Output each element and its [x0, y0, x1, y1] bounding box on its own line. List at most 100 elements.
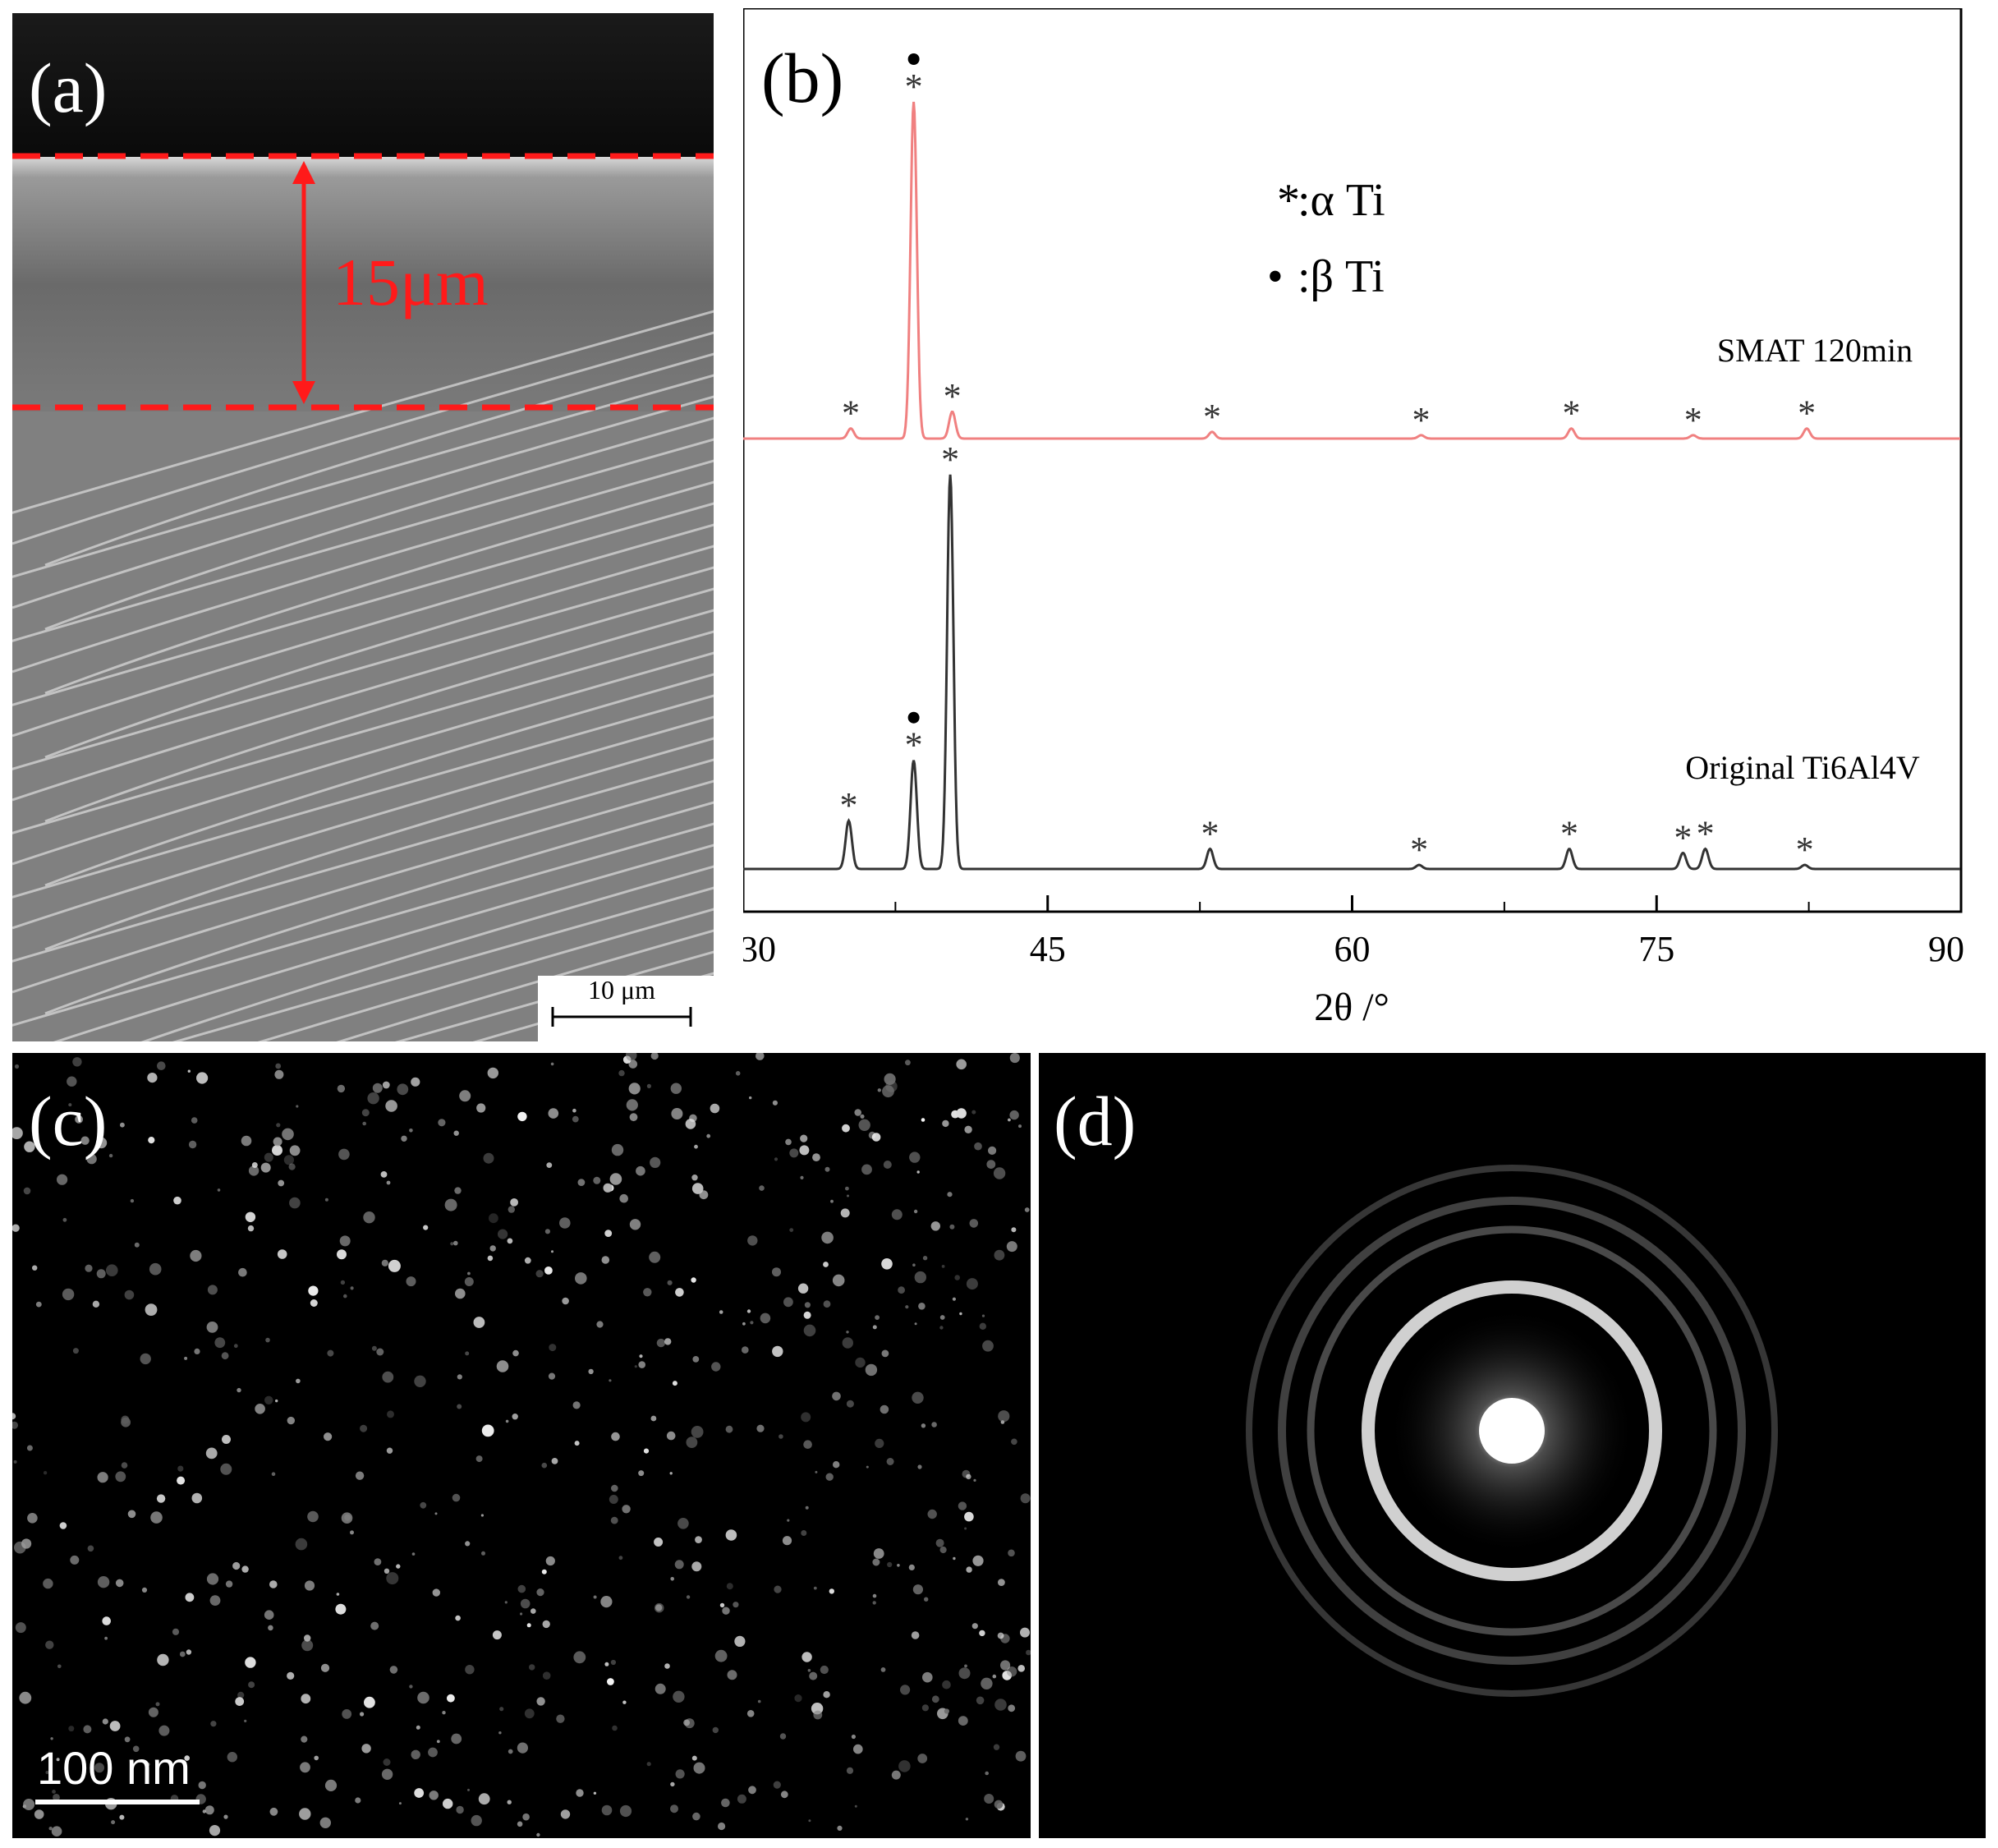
grain-speckle	[821, 1231, 834, 1244]
grain-speckle	[206, 1322, 218, 1333]
grain-speckle	[675, 1769, 685, 1779]
grain-speckle	[966, 1278, 978, 1290]
grain-speckle	[372, 1083, 383, 1093]
grain-speckle	[517, 1584, 526, 1593]
grain-speckle	[887, 1561, 893, 1568]
peak-marker-alpha: *	[905, 67, 923, 107]
grain-speckle	[994, 1800, 1004, 1809]
grain-speckle	[691, 1561, 702, 1572]
grain-speckle	[206, 1573, 219, 1585]
grain-speckle	[401, 1135, 407, 1142]
grain-speckle	[956, 1108, 967, 1119]
grain-speckle	[222, 1435, 231, 1444]
grain-speckle	[450, 1242, 454, 1246]
grain-speckle	[912, 1391, 924, 1404]
grain-speckle	[601, 1256, 610, 1264]
grain-speckle	[24, 1141, 35, 1152]
grain-speckle	[23, 1799, 35, 1810]
grain-speckle	[911, 1631, 920, 1639]
grain-speckle	[186, 1649, 192, 1655]
grain-speckle	[935, 1538, 944, 1547]
grain-speckle	[664, 1663, 670, 1669]
grain-speckle	[287, 1416, 295, 1425]
lamella-line	[12, 502, 714, 706]
grain-speckle	[671, 1108, 683, 1119]
grain-speckle	[115, 1579, 124, 1588]
grain-speckle	[846, 1331, 849, 1334]
grain-speckle	[675, 1288, 684, 1297]
lamella-line	[12, 566, 714, 770]
grain-speckle	[785, 1138, 792, 1146]
grain-speckle	[636, 1165, 645, 1176]
grain-speckle	[610, 1659, 617, 1666]
grain-speckle	[157, 1061, 166, 1070]
grain-speckle	[232, 1561, 241, 1570]
grain-speckle	[998, 1410, 1010, 1423]
grain-speckle	[973, 1478, 976, 1482]
lamella-line	[12, 310, 714, 514]
grain-speckle	[324, 1198, 328, 1202]
grain-speckle	[944, 1708, 949, 1714]
grain-speckle	[742, 1322, 746, 1326]
grain-speckle	[941, 1265, 945, 1268]
grain-speckle	[524, 1257, 531, 1264]
grain-speckle	[487, 1067, 498, 1079]
peak-marker-alpha: *	[941, 439, 959, 480]
grain-speckle	[794, 1694, 802, 1703]
peak-marker-alpha: *	[1560, 814, 1578, 854]
grain-speckle	[694, 1144, 698, 1149]
grain-speckle	[1020, 1627, 1030, 1638]
grain-speckle	[629, 1219, 641, 1230]
grain-speckle	[370, 1621, 379, 1630]
grain-speckle	[953, 1556, 956, 1561]
x-tick-label: 75	[1638, 929, 1674, 969]
grain-speckle	[453, 1240, 458, 1246]
grain-speckle	[670, 1804, 678, 1814]
grain-speckle	[177, 1476, 186, 1485]
grain-speckle	[19, 1691, 32, 1704]
lamella-line	[44, 416, 714, 631]
grain-speckle	[124, 1736, 131, 1743]
grain-speckle	[727, 1670, 737, 1680]
grain-speckle	[209, 1595, 221, 1606]
grain-speckle	[611, 1143, 624, 1156]
legend-beta-symbol: •	[1267, 251, 1284, 302]
grain-speckle	[48, 1827, 53, 1831]
grain-speckle	[45, 1640, 54, 1649]
grain-speckle	[150, 1511, 163, 1524]
grain-speckle	[593, 1595, 597, 1599]
grain-speckle	[388, 1259, 401, 1272]
grain-speckle	[335, 1603, 347, 1615]
grain-speckle	[789, 1228, 794, 1232]
grain-speckle	[274, 1069, 284, 1079]
grain-speckle	[799, 1145, 810, 1156]
grain-speckle	[140, 1353, 151, 1365]
grain-speckle	[381, 1259, 388, 1266]
grain-speckle	[609, 1173, 622, 1185]
grain-speckle	[179, 1651, 186, 1657]
peak-marker-alpha: *	[842, 393, 860, 434]
grain-speckle	[664, 1338, 672, 1345]
grain-speckle	[487, 1255, 494, 1262]
grain-speckle	[453, 1130, 459, 1136]
grain-speckle	[289, 1145, 301, 1156]
grain-speckle	[854, 1109, 861, 1116]
grain-speckle	[237, 1691, 245, 1699]
grain-speckle	[875, 1315, 880, 1320]
grain-speckle	[53, 1794, 60, 1801]
grain-speckle	[725, 1425, 733, 1433]
grain-speckle	[248, 1165, 260, 1176]
grain-speckle	[245, 1657, 256, 1668]
grain-speckle	[411, 1749, 420, 1759]
grain-speckle	[473, 1317, 485, 1328]
grain-speckle	[646, 1762, 651, 1767]
grain-speckle	[891, 1209, 903, 1221]
grain-speckle	[916, 1170, 920, 1174]
peak-marker-alpha: *	[1684, 400, 1702, 440]
grain-speckle	[639, 1354, 643, 1358]
grain-speckle	[881, 1349, 889, 1358]
grain-speckle	[108, 1153, 113, 1158]
grain-speckle	[918, 1303, 926, 1310]
grain-speckle	[148, 1137, 155, 1144]
grain-speckle	[733, 1602, 739, 1608]
